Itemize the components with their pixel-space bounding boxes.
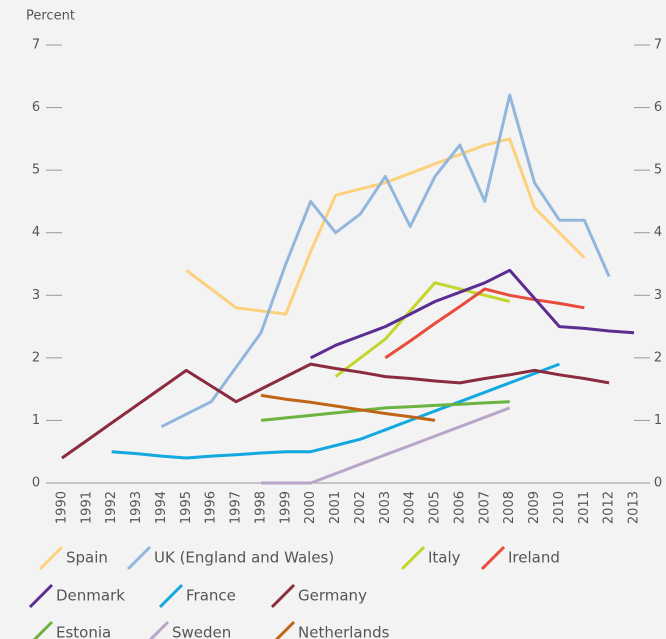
- legend-swatch: [38, 545, 64, 571]
- series-line: [310, 268, 635, 360]
- legend-label: Denmark: [56, 587, 125, 605]
- x-tick-label: 1997: [229, 491, 244, 524]
- x-tick-label: 2010: [552, 491, 567, 524]
- x-tick-label: 1991: [79, 491, 94, 524]
- x-tick-label: 2012: [602, 491, 617, 524]
- series-line: [260, 393, 436, 422]
- legend-label: Spain: [66, 549, 108, 567]
- legend-label: France: [186, 587, 236, 605]
- legend-swatch: [158, 583, 184, 609]
- legend-swatch: [270, 583, 296, 609]
- y-tick-label: 2: [32, 350, 40, 365]
- legend-swatch: [28, 583, 54, 609]
- x-tick-label: 1999: [278, 491, 293, 524]
- x-tick-label: 2006: [452, 491, 467, 524]
- x-tick-label: 2007: [477, 491, 492, 524]
- x-tick-label: 1994: [154, 491, 169, 524]
- x-tick-label: 2008: [502, 491, 517, 524]
- y-tick-label: 0: [654, 476, 662, 491]
- y-tick-label: 5: [32, 163, 40, 178]
- x-tick-label: 2002: [353, 491, 368, 524]
- y-tick-label: 4: [32, 225, 40, 240]
- x-tick-label: 2009: [527, 491, 542, 524]
- series-line: [384, 287, 585, 360]
- legend-swatch: [274, 620, 296, 639]
- x-tick-label: 1998: [253, 491, 268, 524]
- x-tick-label: 1995: [179, 491, 194, 524]
- y-tick-label: 3: [32, 288, 40, 303]
- legend-swatch: [480, 545, 506, 571]
- x-tick-label: 2003: [378, 491, 393, 524]
- x-tick-label: 2001: [328, 491, 343, 524]
- legend-label: UK (England and Wales): [154, 549, 334, 567]
- y-tick-label: 1: [654, 413, 662, 428]
- x-tick-label: 1993: [129, 491, 144, 524]
- y-tick-label: 6: [32, 100, 40, 115]
- y-tick-label: 3: [654, 288, 662, 303]
- legend-swatch: [400, 545, 426, 571]
- legend-label: Germany: [298, 587, 367, 605]
- x-tick-label: 1990: [55, 491, 70, 524]
- series-line: [111, 362, 560, 460]
- legend-label: Sweden: [172, 624, 231, 639]
- y-tick-label: 7: [654, 38, 662, 53]
- series-line: [160, 93, 611, 429]
- series-line: [334, 281, 511, 378]
- y-tick-label: 0: [32, 476, 40, 491]
- legend-label: Netherlands: [298, 624, 390, 639]
- y-tick-label: 4: [654, 225, 662, 240]
- legend-label: Estonia: [56, 624, 111, 639]
- x-tick-label: 1992: [104, 491, 119, 524]
- legend-swatch: [148, 620, 170, 639]
- x-tick-label: 2011: [577, 491, 592, 524]
- y-tick-label: 7: [32, 38, 40, 53]
- y-tick-label: 5: [654, 163, 662, 178]
- x-tick-label: 2000: [303, 491, 318, 524]
- x-tick-label: 2004: [403, 491, 418, 524]
- y-tick-label: 1: [32, 413, 40, 428]
- y-axis-label: Percent: [26, 9, 75, 24]
- x-tick-label: 2005: [428, 491, 443, 524]
- series-line: [61, 362, 610, 460]
- x-tick-label: 2013: [627, 491, 642, 524]
- legend-label: Italy: [428, 549, 461, 567]
- series-line: [185, 137, 586, 316]
- legend-swatch: [32, 620, 54, 639]
- y-tick-label: 6: [654, 100, 662, 115]
- y-tick-label: 2: [654, 350, 662, 365]
- series-line: [261, 406, 511, 485]
- legend-label: Ireland: [508, 549, 560, 567]
- x-tick-label: 1996: [204, 491, 219, 524]
- series-line: [260, 400, 510, 422]
- legend-swatch: [126, 545, 152, 571]
